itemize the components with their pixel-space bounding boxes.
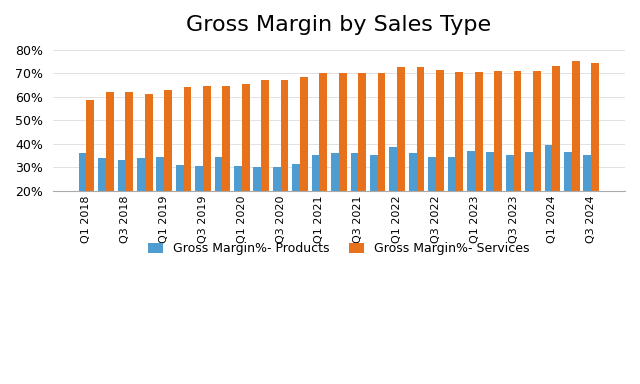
Bar bbox=[331, 153, 339, 238]
Bar bbox=[106, 92, 114, 238]
Bar bbox=[584, 156, 591, 238]
Bar bbox=[370, 156, 378, 238]
Bar bbox=[125, 92, 133, 238]
Bar bbox=[525, 152, 533, 238]
Bar bbox=[203, 86, 211, 238]
Bar bbox=[552, 66, 560, 238]
Bar bbox=[273, 167, 280, 238]
Bar bbox=[378, 73, 385, 238]
Bar bbox=[312, 156, 319, 238]
Bar bbox=[176, 165, 184, 238]
Bar bbox=[572, 61, 580, 238]
Bar bbox=[351, 153, 358, 238]
Bar bbox=[455, 72, 463, 238]
Bar bbox=[486, 152, 494, 238]
Bar bbox=[234, 166, 242, 238]
Bar bbox=[545, 145, 552, 238]
Bar bbox=[118, 160, 125, 238]
Bar bbox=[98, 158, 106, 238]
Bar bbox=[475, 72, 483, 238]
Bar bbox=[506, 156, 513, 238]
Legend: Gross Margin%- Products, Gross Margin%- Services: Gross Margin%- Products, Gross Margin%- … bbox=[143, 237, 534, 260]
Title: Gross Margin by Sales Type: Gross Margin by Sales Type bbox=[186, 15, 492, 35]
Bar bbox=[319, 73, 327, 238]
Bar bbox=[417, 67, 424, 238]
Bar bbox=[447, 157, 455, 238]
Bar bbox=[214, 157, 222, 238]
Bar bbox=[300, 77, 308, 238]
Bar bbox=[428, 157, 436, 238]
Bar bbox=[222, 86, 230, 238]
Bar bbox=[591, 63, 599, 238]
Bar bbox=[86, 100, 94, 238]
Bar bbox=[513, 71, 522, 238]
Bar bbox=[145, 94, 152, 238]
Bar bbox=[195, 166, 203, 238]
Bar bbox=[156, 157, 164, 238]
Bar bbox=[436, 70, 444, 238]
Bar bbox=[397, 67, 405, 238]
Bar bbox=[253, 167, 261, 238]
Bar bbox=[261, 80, 269, 238]
Bar bbox=[242, 84, 250, 238]
Bar bbox=[358, 73, 366, 238]
Bar bbox=[467, 151, 475, 238]
Bar bbox=[164, 89, 172, 238]
Bar bbox=[389, 147, 397, 238]
Bar bbox=[292, 164, 300, 238]
Bar bbox=[494, 71, 502, 238]
Bar bbox=[137, 158, 145, 238]
Bar bbox=[339, 73, 347, 238]
Bar bbox=[533, 71, 541, 238]
Bar bbox=[79, 153, 86, 238]
Bar bbox=[280, 80, 289, 238]
Bar bbox=[184, 87, 191, 238]
Bar bbox=[564, 152, 572, 238]
Bar bbox=[409, 153, 417, 238]
